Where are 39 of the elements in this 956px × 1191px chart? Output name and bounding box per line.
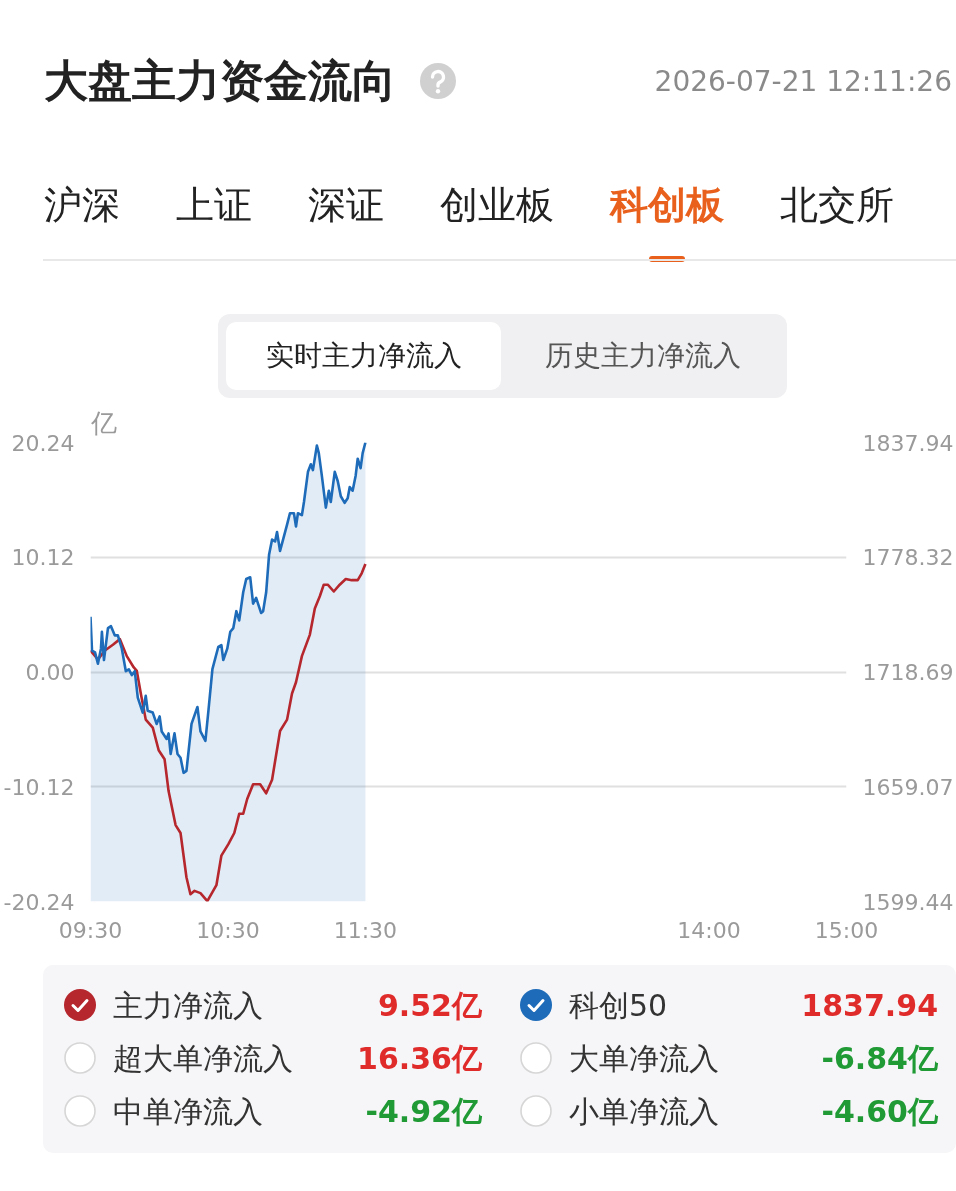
y-tick-label: 20.24 — [11, 430, 75, 456]
y2-tick-label: 1599.44 — [862, 889, 954, 915]
y2-tick-label: 1778.32 — [862, 545, 954, 571]
text: 9.52亿 — [377, 987, 482, 1025]
text: -4.92亿 — [365, 1093, 482, 1131]
text: -4.60亿 — [821, 1093, 938, 1131]
text: 超大单净流入 — [113, 1040, 293, 1078]
text: 16.36亿 — [357, 1040, 482, 1078]
text: 科创板 — [610, 182, 724, 229]
text: 实时主力净流入 — [226, 322, 501, 390]
chart-title: 大盘主力资金流向 — [44, 54, 396, 108]
y-tick-label: -10.12 — [3, 774, 75, 800]
text: 沪深 — [44, 182, 120, 229]
legend-label: 主力净流入 — [113, 987, 263, 1025]
legend-label: 科创50 — [569, 987, 668, 1025]
text: 中单净流入 — [113, 1093, 263, 1131]
text: 创业板 — [440, 182, 554, 229]
text: 小单净流入 — [569, 1093, 719, 1131]
y-axis-title: 亿 — [89, 407, 117, 438]
text: 北交所 — [780, 182, 894, 229]
text: 大单净流入 — [569, 1040, 719, 1078]
y2-tick-label: 1837.94 — [862, 430, 954, 456]
text: 1837.94 — [801, 987, 938, 1025]
text: 深证 — [308, 182, 384, 229]
y-tick-label: -20.24 — [3, 889, 75, 915]
y2-tick-label: 1718.69 — [862, 660, 954, 685]
y-tick-label: 0.00 — [25, 660, 75, 685]
x-tick-label: 11:30 — [333, 917, 398, 943]
x-tick-label: 15:00 — [814, 917, 879, 943]
x-tick-label: 10:30 — [196, 917, 260, 943]
text: -6.84亿 — [821, 1040, 938, 1078]
line-series — [90, 562, 367, 902]
y-tick-label: 10.12 — [11, 545, 75, 571]
text: 历史主力净流入 — [544, 338, 742, 374]
y2-tick-label: 1659.07 — [862, 774, 954, 800]
x-tick-label: 14:00 — [677, 917, 741, 943]
chart-subtitle: 2026-07-21 12:11:26 — [654, 64, 952, 100]
x-tick-label: 09:30 — [58, 917, 123, 943]
text: 上证 — [176, 182, 252, 229]
